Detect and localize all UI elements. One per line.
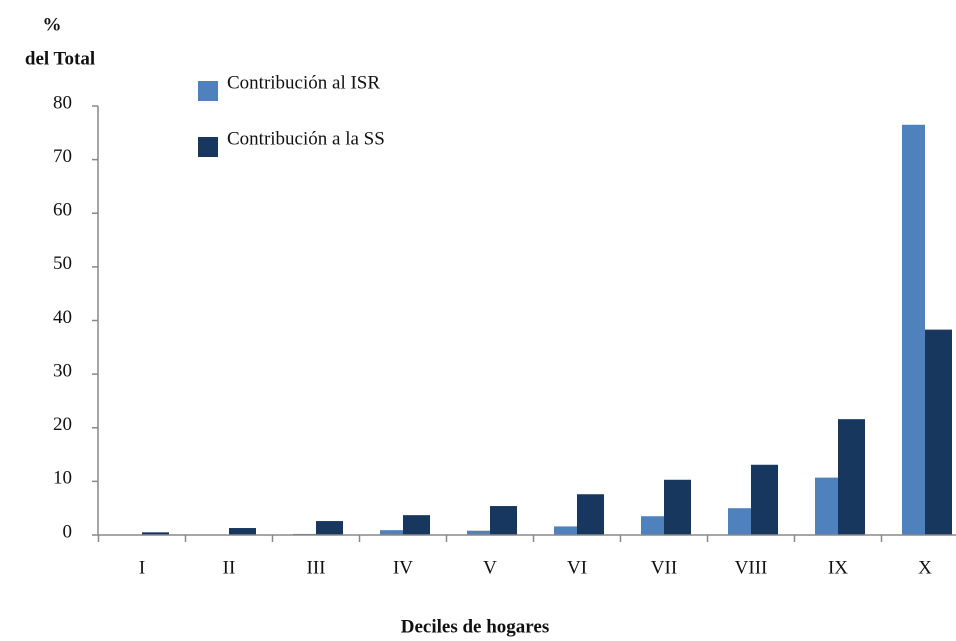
x-tick-label: IX <box>828 557 848 578</box>
bar <box>728 508 751 535</box>
y-tick-label: 40 <box>53 307 72 328</box>
bar <box>467 530 490 535</box>
bar <box>229 528 256 535</box>
bar <box>751 464 778 535</box>
y-axis-title: % <box>43 14 62 35</box>
x-tick-label: II <box>223 557 236 578</box>
y-tick-label: 80 <box>53 92 72 113</box>
x-tick-label: VI <box>567 557 587 578</box>
bar <box>316 521 343 535</box>
x-tick-label: IV <box>393 557 413 578</box>
legend-label: Contribución al ISR <box>227 72 380 93</box>
y-tick-label: 0 <box>63 521 73 542</box>
bar <box>641 516 664 535</box>
legend-swatch <box>198 81 218 101</box>
x-tick-label: III <box>307 557 326 578</box>
bar <box>490 506 517 535</box>
y-tick-label: 20 <box>53 414 72 435</box>
bar <box>554 526 577 535</box>
y-tick-label: 30 <box>53 360 72 381</box>
bar <box>577 494 604 535</box>
x-tick-label: I <box>139 557 145 578</box>
y-tick-label: 70 <box>53 146 72 167</box>
bar <box>664 479 691 535</box>
x-tick-label: VII <box>651 557 677 578</box>
bar <box>838 419 865 535</box>
bar <box>815 477 838 535</box>
x-tick-label: VIII <box>735 557 768 578</box>
legend-swatch <box>198 137 218 157</box>
y-tick-label: 10 <box>53 468 72 489</box>
bar <box>902 124 925 536</box>
y-axis-title: del Total <box>25 48 95 69</box>
bar <box>403 515 430 535</box>
x-tick-label: X <box>918 557 932 578</box>
bar <box>142 532 169 535</box>
y-tick-label: 60 <box>53 200 72 221</box>
y-tick-label: 50 <box>53 253 72 274</box>
bar <box>380 530 403 535</box>
x-tick-label: V <box>483 557 497 578</box>
bar <box>925 329 952 535</box>
x-axis-title: Deciles de hogares <box>401 616 549 637</box>
legend-label: Contribución a la SS <box>227 128 385 149</box>
